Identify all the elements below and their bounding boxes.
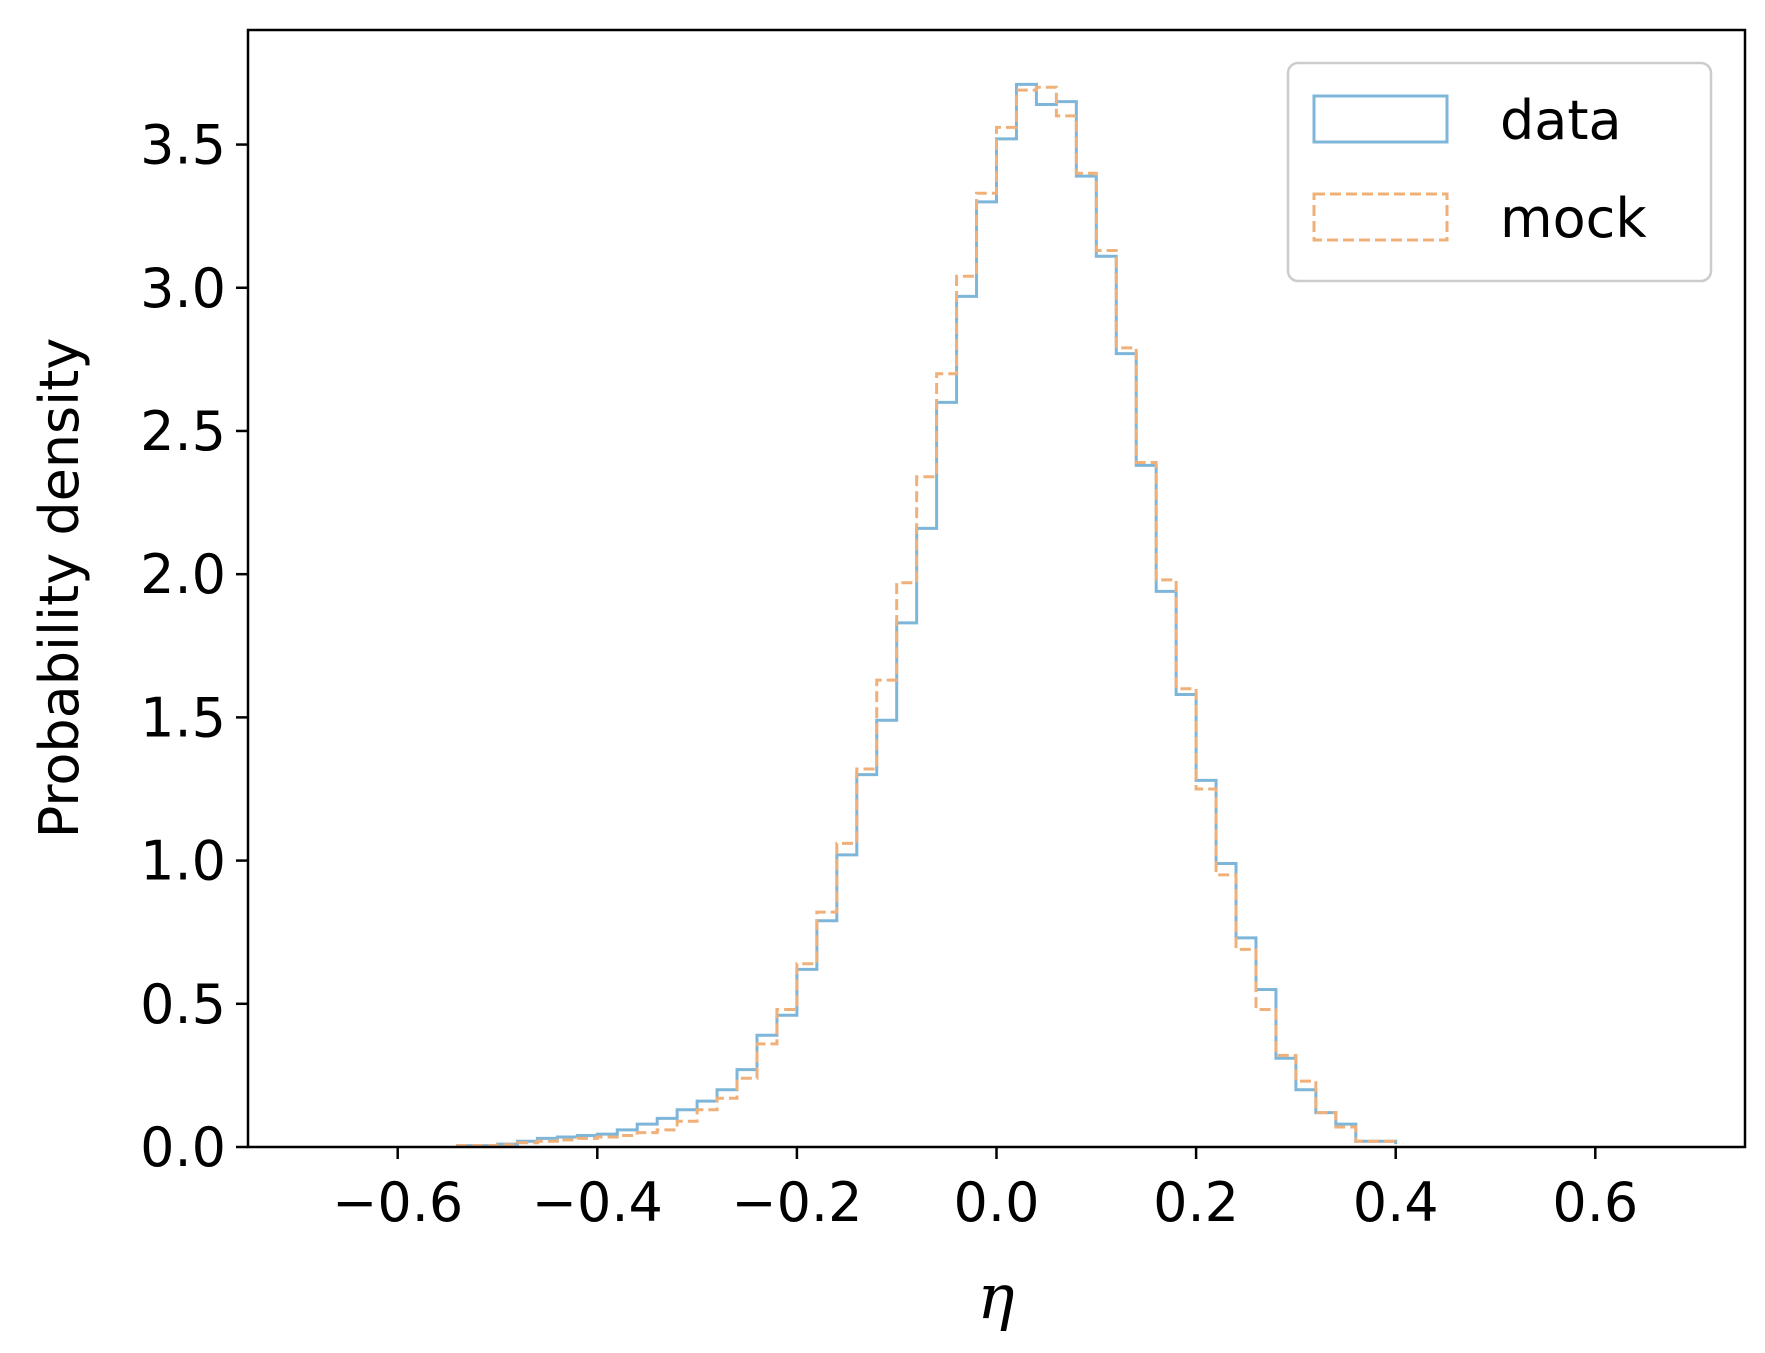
y-axis-title: Probability density	[28, 338, 91, 839]
x-tick-label: 0.2	[1153, 1171, 1239, 1234]
y-tick-label: 2.5	[140, 400, 226, 463]
legend-swatch-data	[1312, 94, 1449, 144]
y-tick-label: 1.5	[140, 686, 226, 749]
series-data	[456, 82, 1398, 1148]
y-tick-label: 3.5	[140, 114, 226, 177]
y-tick-label: 0.0	[140, 1116, 226, 1179]
series-layer	[456, 82, 1398, 1148]
x-tick-label: 0.0	[954, 1171, 1040, 1234]
x-tick-label: −0.2	[731, 1171, 862, 1234]
legend-label-data: data	[1500, 89, 1622, 152]
x-tick-label: −0.4	[532, 1171, 663, 1234]
y-tick-label: 0.5	[140, 973, 226, 1036]
x-tick-label: 0.6	[1552, 1171, 1638, 1234]
y-tick-label: 2.0	[140, 543, 226, 606]
x-axis-title: η	[977, 1260, 1014, 1333]
x-axis: −0.6 −0.4 −0.2 0.0 0.2 0.4 0.6	[332, 1147, 1638, 1234]
legend-label-mock: mock	[1500, 187, 1647, 250]
legend: data mock	[1286, 61, 1713, 283]
y-axis: 0.0 0.5 1.0 1.5 2.0 2.5 3.0 3.5	[140, 114, 248, 1179]
legend-swatch-mock	[1312, 192, 1449, 242]
legend-frame	[1286, 61, 1713, 283]
y-tick-label: 3.0	[140, 257, 226, 320]
y-tick-label: 1.0	[140, 830, 226, 893]
series-mock	[456, 85, 1398, 1148]
x-tick-label: 0.4	[1353, 1171, 1439, 1234]
x-tick-label: −0.6	[332, 1171, 463, 1234]
